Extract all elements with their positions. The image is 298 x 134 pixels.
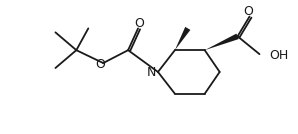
Text: O: O — [243, 5, 254, 18]
Text: OH: OH — [269, 49, 289, 62]
Text: N: N — [146, 66, 156, 79]
Text: O: O — [95, 57, 105, 70]
Polygon shape — [205, 34, 239, 50]
Text: O: O — [134, 17, 144, 30]
Polygon shape — [175, 27, 190, 50]
